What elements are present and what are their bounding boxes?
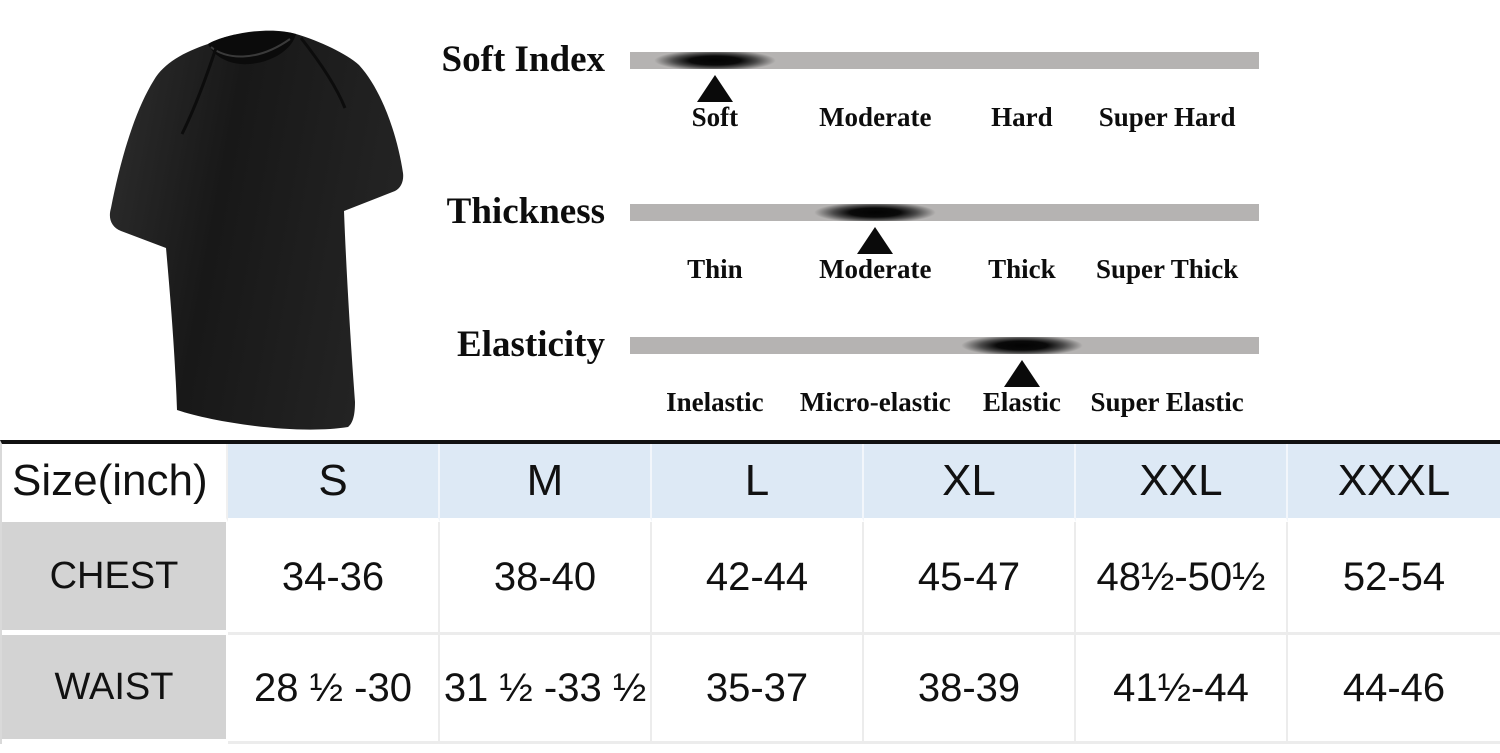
- scale-category-label: Moderate: [819, 254, 932, 284]
- waist-value-xxxl: 44-46: [1288, 635, 1500, 744]
- scale-categories: Thin Moderate Thick Super Thick: [630, 254, 1259, 290]
- chest-value-xxl: 48½-50½: [1076, 522, 1288, 635]
- waist-value-s: 28 ½ -30: [228, 635, 440, 744]
- scale-category-label: Soft: [691, 102, 739, 132]
- scale-title-elasticity: Elasticity: [457, 324, 605, 365]
- scale-row-thickness: Thickness Thin Moderate Thick Super Thic…: [0, 191, 1500, 324]
- scale-bar-soft-index: [629, 52, 1259, 69]
- scale-level-highlight: [936, 337, 1107, 354]
- chest-value-m: 38-40: [440, 522, 652, 635]
- scale-level-highlight: [629, 52, 800, 69]
- scale-category-label: Inelastic: [666, 387, 764, 417]
- marker-triangle-icon: [857, 227, 894, 254]
- scale-category-label: Elastic: [982, 387, 1061, 417]
- scale-category-label: Thick: [988, 254, 1056, 284]
- table-header-s: S: [228, 444, 440, 522]
- scale-categories: Soft Moderate Hard Super Hard: [630, 102, 1259, 138]
- waist-value-xxl: 41½-44: [1076, 635, 1288, 744]
- chest-value-xxxl: 52-54: [1288, 522, 1500, 635]
- table-header-xxxl: XXXL: [1288, 444, 1500, 522]
- scale-row-soft-index: Soft Index Soft Moderate Hard Super Hard: [0, 39, 1500, 172]
- waist-value-xl: 38-39: [864, 635, 1076, 744]
- scale-bar-elasticity: [630, 337, 1259, 354]
- table-header-m: M: [440, 444, 652, 522]
- waist-value-l: 35-37: [652, 635, 864, 744]
- scale-category-label: Hard: [991, 102, 1053, 132]
- scale-categories: Inelastic Micro-elastic Elastic Super El…: [630, 387, 1259, 423]
- table-header-l: L: [652, 444, 864, 522]
- scale-category-label: Micro-elastic: [799, 387, 951, 417]
- table-header-xl: XL: [864, 444, 1076, 522]
- scale-category-label: Thin: [687, 254, 743, 284]
- scale-title-soft-index: Soft Index: [441, 39, 605, 80]
- scale-category-label: Moderate: [819, 102, 932, 132]
- size-chart-table: Size(inch) S M L XL XXL XXXL CHEST 34-36…: [0, 440, 1500, 744]
- chest-value-xl: 45-47: [864, 522, 1076, 635]
- tshirt-seam-right: [299, 37, 347, 109]
- row-label-waist: WAIST: [2, 635, 228, 744]
- tshirt-illustration: [109, 30, 404, 430]
- fabric-scales-panel: Soft Index Soft Moderate Hard Super Hard…: [0, 39, 1500, 417]
- scale-row-elasticity: Elasticity Inelastic Micro-elastic Elast…: [0, 324, 1500, 457]
- chest-value-l: 42-44: [652, 522, 864, 635]
- tshirt-seam-left: [180, 47, 218, 135]
- scale-level-highlight: [790, 204, 961, 221]
- marker-triangle-icon: [696, 75, 733, 102]
- table-header-xxl: XXL: [1076, 444, 1288, 522]
- table-header-size: Size(inch): [2, 444, 228, 522]
- scale-category-label: Super Hard: [1098, 102, 1236, 132]
- scale-bar-thickness: [630, 204, 1259, 221]
- product-image: [58, 2, 424, 434]
- chest-value-s: 34-36: [228, 522, 440, 635]
- row-label-chest: CHEST: [2, 522, 228, 635]
- scale-category-label: Super Thick: [1095, 254, 1239, 284]
- marker-triangle-icon: [1003, 360, 1040, 387]
- waist-value-m: 31 ½ -33 ½: [440, 635, 652, 744]
- scale-title-thickness: Thickness: [446, 191, 605, 232]
- scale-category-label: Super Elastic: [1090, 387, 1244, 417]
